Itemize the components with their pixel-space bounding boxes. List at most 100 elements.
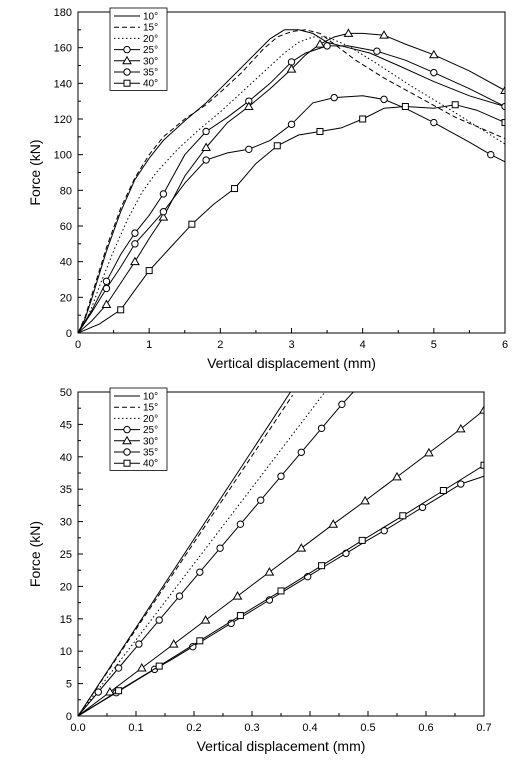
series-6-marker-16 (401, 103, 409, 111)
legend-marker-4 (122, 435, 132, 445)
y-tick-label: 10 (60, 646, 72, 658)
series-6-marker-2 (155, 662, 163, 670)
series-6-marker-10 (480, 461, 484, 469)
x-tick-label: 0.0 (70, 722, 85, 734)
legend-label-6: 40° (143, 79, 158, 90)
series-3-marker-2 (102, 277, 111, 285)
legend-label-5: 35° (143, 448, 158, 459)
series-3-marker-12 (317, 424, 326, 432)
y-tick-label: 35 (60, 484, 72, 496)
series-3-marker-9 (257, 496, 265, 504)
legend-label-4: 30° (143, 436, 158, 447)
legend-label-3: 25° (143, 425, 158, 436)
series-3-marker-10 (277, 472, 285, 480)
chart-top: 0 1 2 3 4 5 6020406080100120140160180Vertical … (27, 7, 508, 371)
series-6-marker-3 (196, 637, 204, 645)
legend-marker-4 (122, 55, 132, 65)
plot-area (78, 392, 484, 716)
series-3-marker-6 (159, 190, 168, 198)
legend-marker-3 (123, 45, 131, 54)
series-4-marker-6 (264, 567, 275, 576)
series-5-marker-2 (102, 284, 111, 293)
legend-marker-3 (123, 425, 131, 434)
series-6-marker-4 (145, 267, 153, 275)
series-3-marker-5 (175, 592, 184, 600)
series-6-marker-8 (399, 512, 407, 520)
x-tick-label: 1 (146, 339, 152, 351)
series-6-marker-20 (501, 119, 505, 127)
y-tick-label: 20 (60, 581, 72, 593)
y-tick-label: 140 (54, 78, 72, 90)
y-tick-label: 40 (60, 257, 72, 269)
legend-marker-6 (123, 459, 131, 467)
series-6-marker-6 (318, 562, 326, 570)
x-tick-label: 2 (217, 339, 223, 351)
series-3-marker-13 (338, 400, 346, 409)
series-3-marker-2 (114, 664, 123, 672)
x-tick-label: 3 (288, 339, 294, 351)
series-4-marker-5 (232, 591, 243, 600)
series-4-marker-13 (479, 405, 484, 414)
series-5-marker-12 (287, 120, 296, 129)
y-axis-label: Force (kN) (27, 521, 43, 587)
series-5-marker-10 (245, 145, 253, 154)
series-5-marker-20 (457, 480, 465, 488)
y-tick-label: 25 (60, 549, 72, 561)
series-4-marker-10 (392, 471, 402, 481)
y-tick-label: 50 (60, 387, 72, 399)
legend-label-0: 10° (143, 392, 158, 403)
legend-marker-5 (123, 68, 131, 76)
series-line-1 (78, 394, 294, 716)
series-3-marker-8 (236, 520, 245, 528)
series-4-marker-3 (168, 639, 179, 648)
series-6-marker-2 (117, 306, 125, 314)
series-6-marker-5 (277, 587, 285, 595)
series-4-marker-9 (360, 495, 370, 505)
x-axis-label: Vertical displacement (mm) (197, 738, 366, 754)
x-tick-label: 0.6 (418, 722, 433, 734)
legend-marker-5 (123, 448, 131, 456)
series-4-marker-22 (500, 85, 505, 94)
series-4-marker-8 (201, 142, 211, 152)
series-4-marker-4 (130, 256, 140, 266)
legend-marker-6 (123, 79, 131, 87)
chart-bottom: 0.0 0.1 0.2 0.3 0.4 0.5 0.6 0.7 0 5 10 15 20 25 30 35 40… (27, 387, 492, 754)
series-3-marker-3 (135, 640, 143, 648)
series-6-marker-12 (316, 127, 324, 135)
y-tick-label: 20 (60, 292, 72, 304)
series-3-marker-11 (297, 448, 305, 456)
series-5-marker-14 (342, 549, 350, 558)
series-3-marker-4 (155, 616, 163, 624)
series-4-marker-7 (296, 543, 307, 552)
series-6-marker-7 (358, 536, 366, 544)
series-3-marker-8 (202, 127, 210, 136)
series-4-marker-1 (105, 687, 115, 696)
x-tick-label: 6 (502, 339, 508, 351)
x-tick-label: 0 (75, 339, 81, 351)
series-5-marker-6 (159, 208, 168, 216)
y-tick-label: 0 (66, 328, 72, 340)
y-tick-label: 60 (60, 221, 72, 233)
series-line-4 (78, 32, 505, 333)
series-4-marker-10 (243, 101, 254, 111)
x-tick-label: 0.2 (186, 722, 201, 734)
legend-label-5: 35° (143, 68, 158, 79)
legend-label-0: 10° (143, 12, 158, 23)
y-tick-label: 160 (54, 43, 72, 55)
series-line-4 (78, 409, 484, 716)
series-6-marker-18 (451, 101, 459, 109)
series-line-1 (78, 29, 505, 333)
series-6-marker-4 (236, 612, 244, 620)
series-4-marker-2 (136, 663, 147, 672)
y-tick-label: 5 (66, 679, 72, 691)
series-4-marker-14 (315, 39, 325, 48)
legend: 10°15°20°25°30°35°40° (109, 387, 168, 471)
series-6-marker-14 (359, 115, 367, 123)
legend-label-2: 20° (143, 414, 158, 425)
x-tick-label: 0.4 (302, 722, 317, 734)
series-4-marker-4 (200, 615, 211, 624)
y-tick-label: 100 (54, 150, 72, 162)
y-tick-label: 30 (60, 517, 72, 529)
series-3-marker-4 (131, 229, 139, 237)
y-tick-label: 40 (60, 452, 72, 464)
